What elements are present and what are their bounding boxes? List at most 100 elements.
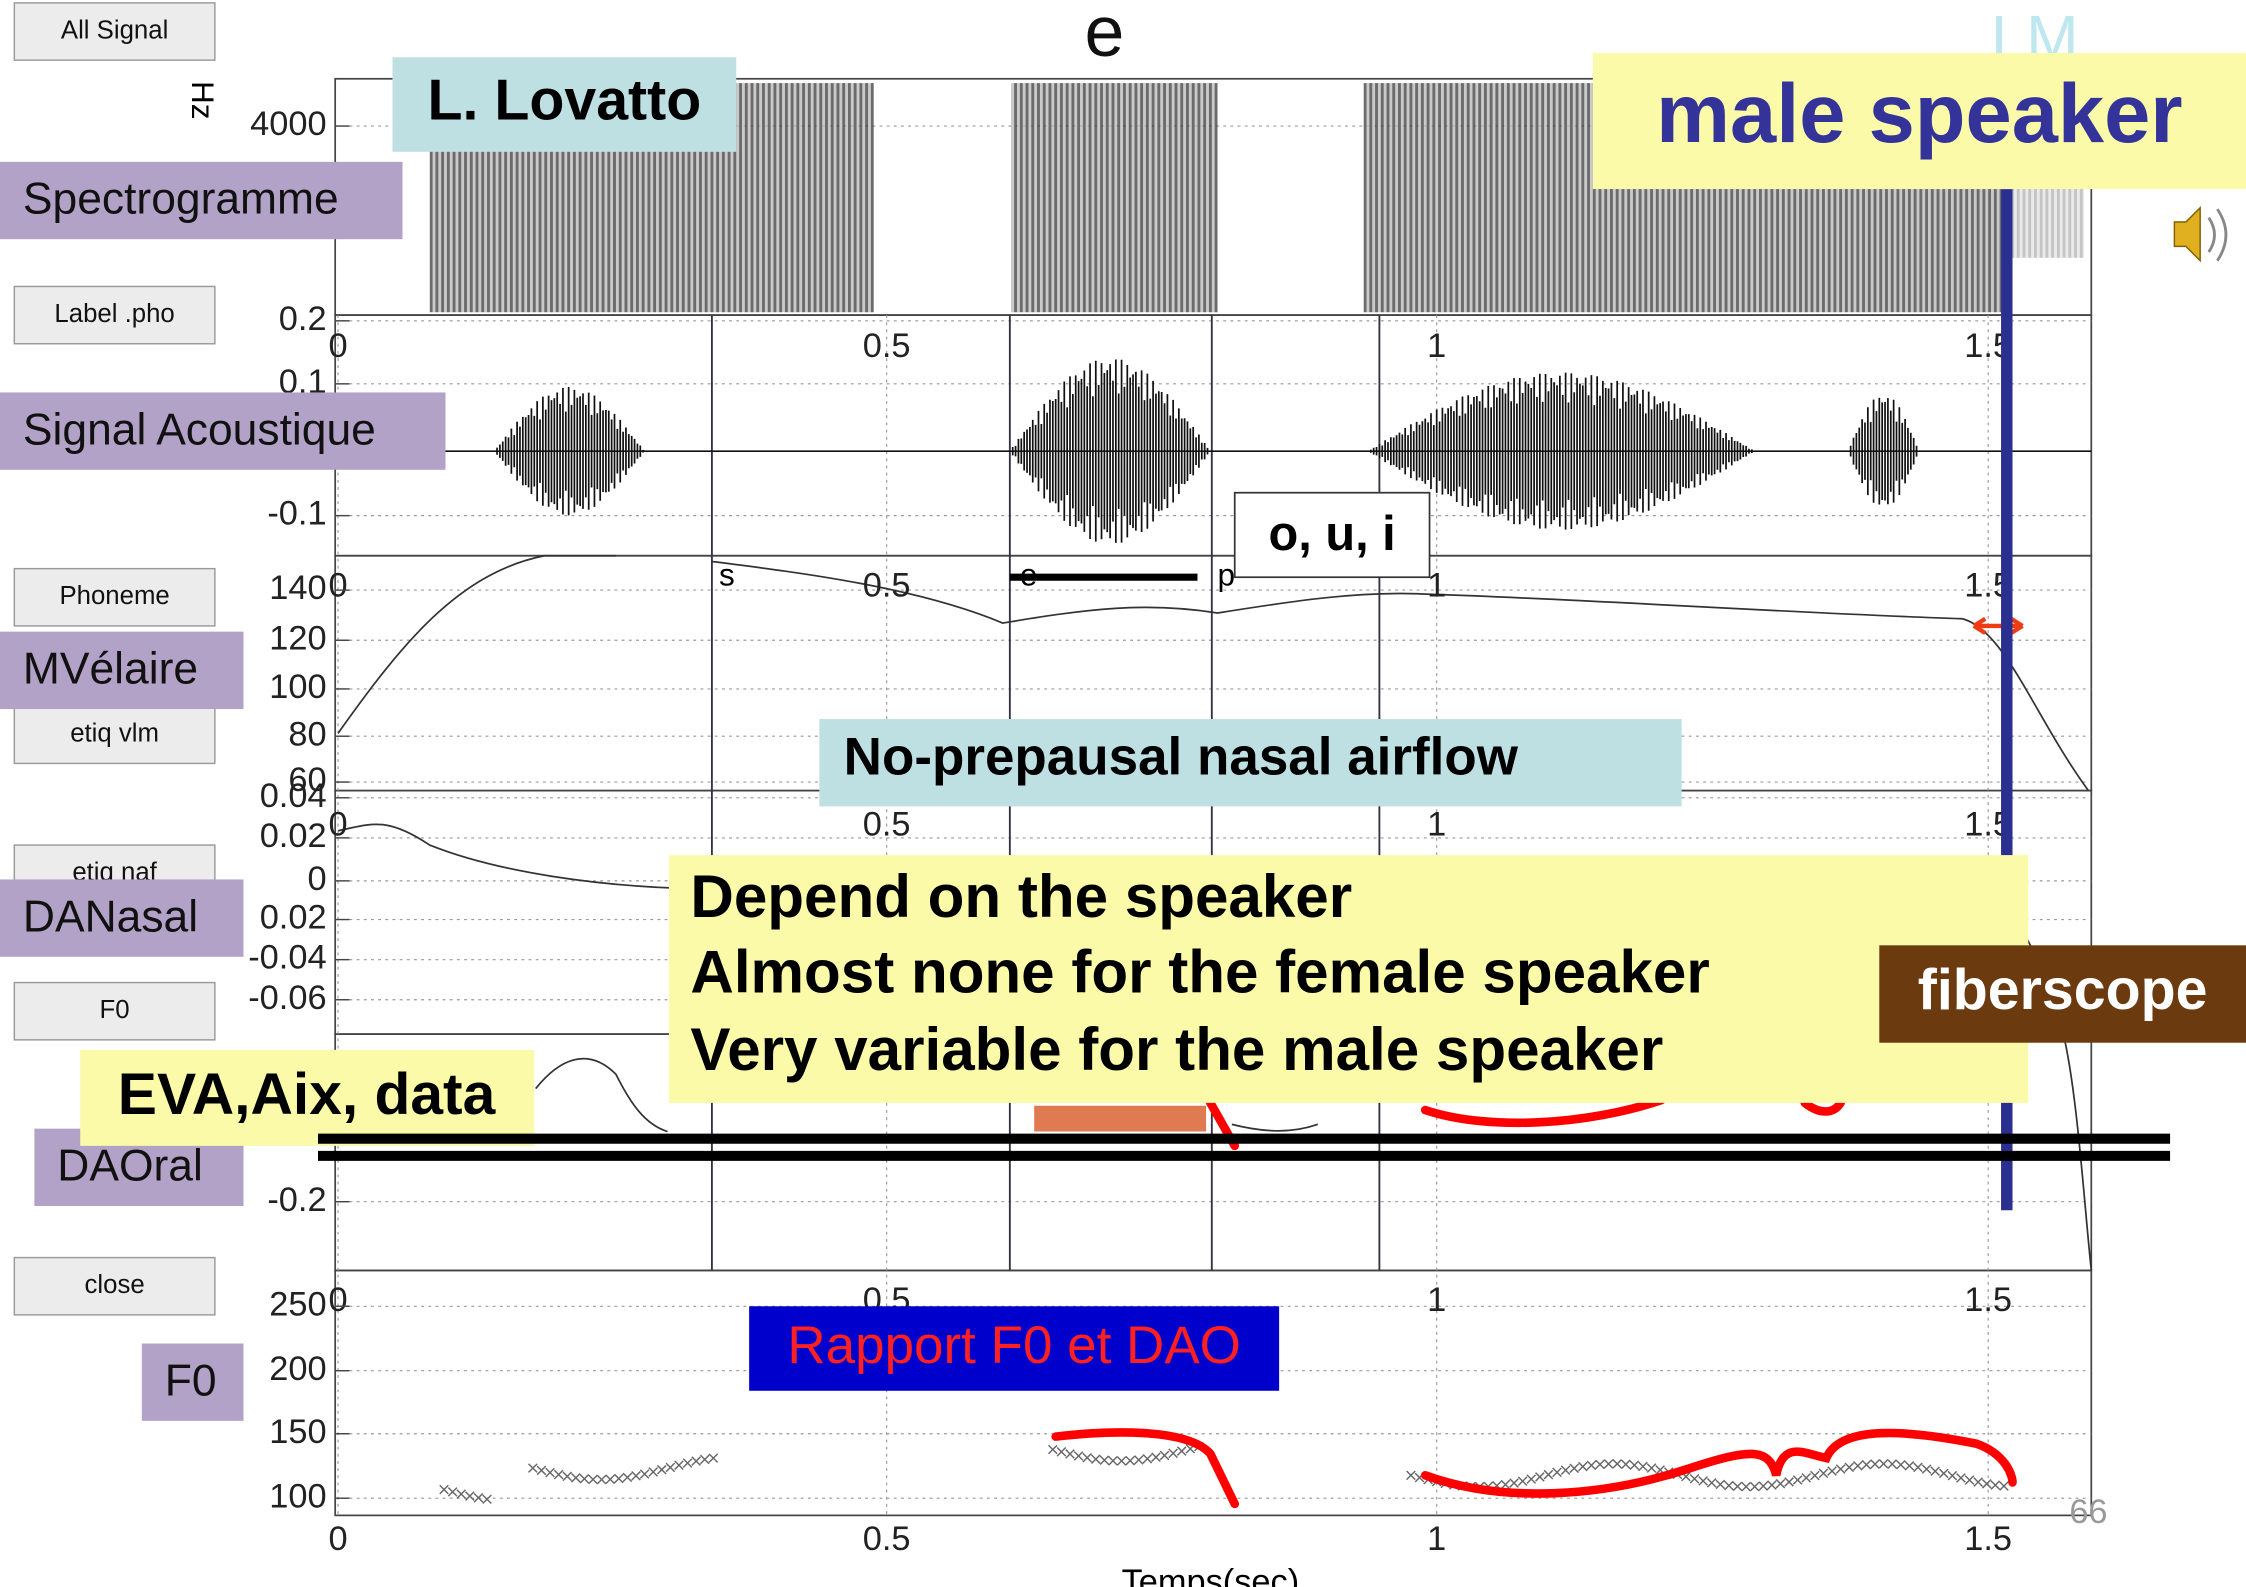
f0-cross [631, 1471, 641, 1481]
f0-cross [1895, 1459, 1906, 1470]
x-tick-label: 0.5 [863, 566, 911, 604]
f0-cross [1887, 1459, 1898, 1469]
f0-cross [1706, 1478, 1717, 1488]
ticks: 000000.50.50.50.50.5111111.51.51.51.51.5… [248, 105, 2012, 1558]
y-tick-label: 150 [269, 1413, 326, 1451]
f0-cross [674, 1460, 684, 1470]
button-label[interactable]: Label .pho [54, 300, 174, 328]
velum-curve [337, 554, 2090, 792]
f0-cross [1930, 1466, 1940, 1476]
panel-label: MVélaire [23, 644, 198, 693]
f0-cross [465, 1491, 475, 1501]
f0-cross [1938, 1468, 1949, 1479]
button-label[interactable]: Phoneme [59, 582, 169, 610]
y-tick-label: 0 [307, 860, 326, 898]
f0-cross [553, 1469, 564, 1480]
x-tick-label: 1 [1427, 806, 1446, 844]
y-tick-label: -0.2 [267, 1181, 326, 1219]
note: Depend on the speaker [690, 863, 1352, 930]
x-tick-label: 1 [1427, 1520, 1446, 1558]
f0-cross [562, 1471, 573, 1482]
button[interactable] [13, 981, 216, 1041]
f0-cross [1099, 1455, 1110, 1465]
phoneme-label: p [1218, 557, 1236, 593]
f0-cross [545, 1467, 555, 1478]
title: e [1084, 0, 1124, 72]
x-tick-label: 0 [328, 327, 347, 365]
device: fiberscope [1918, 958, 2208, 1022]
f0-cross [1048, 1444, 1058, 1455]
x-tick-label: 0 [328, 806, 347, 844]
panel-label-box [0, 631, 244, 709]
oral-curve [535, 1057, 1319, 1133]
button-label[interactable]: All Signal [61, 16, 168, 44]
x-tick-label: 1 [1427, 1281, 1446, 1319]
f0-cross [656, 1464, 667, 1475]
panel-label: DANasal [23, 892, 198, 941]
x-tick-label: 0 [328, 1520, 347, 1558]
relation: Rapport F0 et DAO [787, 1316, 1241, 1375]
source-box [80, 1049, 535, 1146]
button[interactable] [13, 1256, 216, 1316]
f0-cross [648, 1467, 658, 1477]
speaker-icon[interactable] [2173, 205, 2228, 263]
source: EVA,Aix, data [118, 1062, 497, 1127]
f0-cross [1844, 1462, 1855, 1473]
y-tick-label: 100 [269, 668, 326, 706]
button-label[interactable]: close [85, 1271, 145, 1299]
f0-cross [1509, 1478, 1519, 1488]
panel-label: F0 [165, 1356, 217, 1405]
x-tick-label: 1.5 [1964, 1281, 2012, 1319]
button-label[interactable]: etiq vlm [70, 720, 159, 748]
f0-cross [1981, 1478, 1992, 1489]
f0-cross [1646, 1463, 1657, 1473]
y-tick-label: -0.04 [248, 939, 326, 977]
f0-cross [456, 1489, 467, 1499]
f0-cross [1638, 1461, 1648, 1472]
f0-cross [439, 1484, 449, 1495]
y-tick-label: -0.1 [267, 495, 326, 533]
f0-cross [1108, 1455, 1118, 1466]
f0-cross [1792, 1475, 1803, 1485]
f0-cross [447, 1487, 458, 1497]
f0-cross [691, 1456, 701, 1466]
f0-cross [1827, 1466, 1837, 1476]
button[interactable] [13, 567, 216, 627]
button[interactable] [13, 2, 216, 61]
y-tick-label: 0.02 [260, 817, 327, 855]
button[interactable] [13, 705, 216, 765]
y-tick-label: -0.06 [248, 979, 326, 1017]
acoustic-waveform [338, 359, 2092, 543]
f0-cross [528, 1463, 538, 1473]
nasal-note-box [819, 719, 1682, 807]
f0-cross [1921, 1464, 1932, 1474]
panel-label-box [0, 392, 446, 470]
button[interactable] [13, 285, 216, 345]
device-box [1879, 945, 2246, 1043]
panel-labels: Spectrogramme Signal Acoustique MVélaire DA… [0, 161, 446, 1421]
f0-cross [639, 1469, 650, 1479]
f0-cross [1517, 1476, 1528, 1486]
f0-cross [1090, 1454, 1101, 1464]
x-tick-label: 0 [328, 1281, 347, 1319]
f0-cross [1990, 1480, 2001, 1490]
f0-cross [699, 1454, 710, 1465]
y-tick-label: 140 [269, 569, 326, 607]
f0-cross [579, 1473, 590, 1484]
f0-cross [1620, 1459, 1631, 1470]
notes-box [668, 855, 2029, 1103]
y-tick-label: 0.2 [279, 300, 327, 338]
button-label[interactable]: F0 [100, 996, 130, 1024]
f0-cross [1973, 1477, 1983, 1487]
f0-cross [1133, 1455, 1144, 1465]
f0-cross [1535, 1472, 1545, 1482]
f0-cross [536, 1465, 547, 1476]
panel-label-box [141, 1343, 244, 1421]
f0-cross [1870, 1459, 1880, 1469]
note: Almost none for the female speaker [690, 939, 1709, 1006]
f0-cross [1552, 1467, 1562, 1478]
f0-cross [1818, 1468, 1829, 1479]
f0-cross [605, 1474, 616, 1485]
f0-cross [1689, 1474, 1700, 1484]
